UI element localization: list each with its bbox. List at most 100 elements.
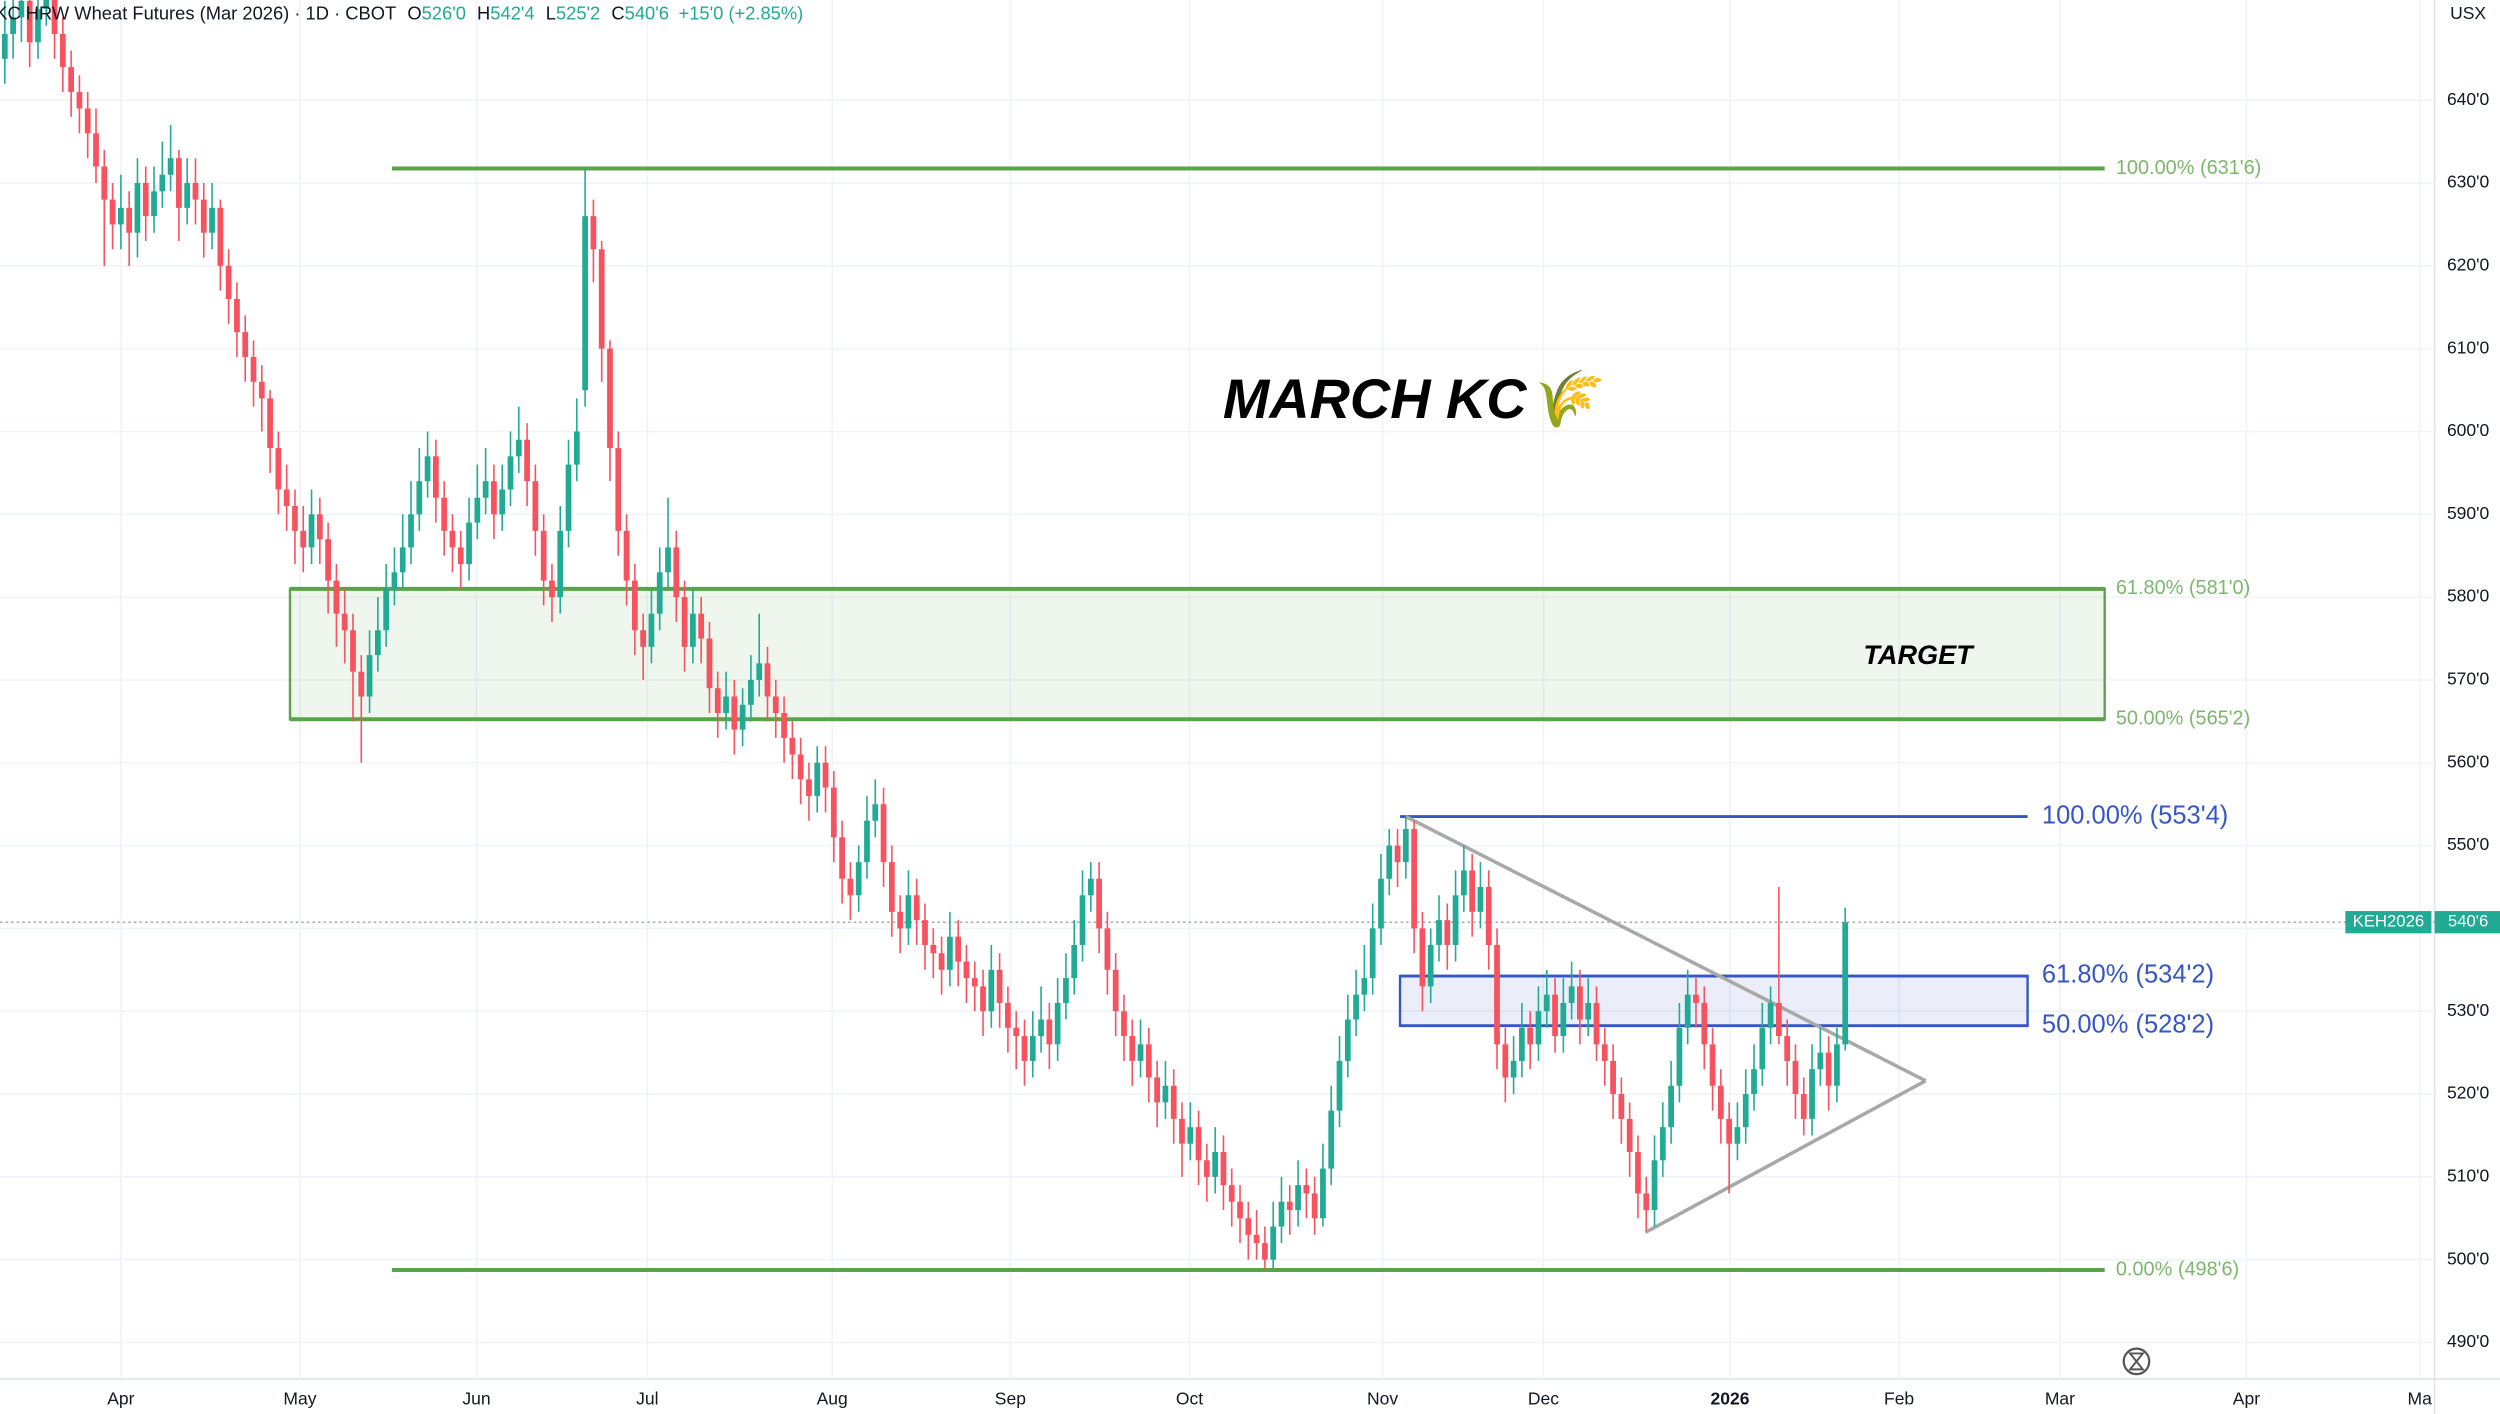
candle-body [1709, 1044, 1716, 1086]
y-tick-label: 630'0 [2447, 172, 2490, 192]
candle-body [1419, 928, 1426, 987]
candle-body [1543, 994, 1550, 1012]
candle-body [996, 969, 1003, 1003]
candle-body [1054, 1002, 1061, 1045]
fib-label: 100.00% (631'6) [2116, 157, 2261, 179]
candle-body [1369, 928, 1376, 979]
candle-body [607, 348, 613, 449]
candle-body [391, 572, 398, 589]
candle-body [549, 580, 555, 598]
candle-body [1087, 878, 1094, 896]
candle-body [1303, 1185, 1310, 1194]
candle-body [830, 787, 837, 838]
candle-body [1336, 1060, 1343, 1111]
candle-body [283, 489, 290, 507]
candle-body [1560, 1002, 1567, 1037]
candle-body [872, 804, 879, 821]
candle-body [466, 522, 472, 564]
icon-hourglass[interactable] [2128, 1352, 2145, 1371]
candle-body [913, 895, 920, 921]
candle-body [275, 448, 282, 490]
candle-body [333, 580, 340, 614]
candle-body [922, 920, 928, 945]
candle-body [640, 630, 647, 647]
y-tick-label: 620'0 [2447, 254, 2490, 274]
candle-body [1096, 878, 1102, 929]
x-tick-label: Mar [2045, 1388, 2075, 1408]
candle-body [1452, 895, 1459, 945]
ohlc-key: O [407, 2, 421, 23]
fib-label: 50.00% (565'2) [2116, 708, 2250, 730]
candle-body [532, 481, 539, 531]
candle-body [1154, 1077, 1160, 1103]
candle-body [1237, 1201, 1243, 1219]
candle-body [59, 33, 66, 68]
candle-body [1187, 1127, 1194, 1144]
candle-body [1477, 886, 1484, 912]
candle-body [698, 613, 705, 639]
candle-body [690, 613, 696, 647]
x-tick-label: Sep [995, 1388, 1026, 1408]
candle-body [1005, 1002, 1011, 1028]
fib-label: 50.00% (528'2) [2042, 1010, 2214, 1038]
candle-body [797, 754, 804, 780]
candle-body [1378, 878, 1384, 929]
symbol: KC HRW Wheat Futures (Mar 2026) · 1D · C… [0, 2, 396, 23]
candle-body [383, 588, 390, 631]
candle-body [905, 895, 912, 929]
candle-body [1651, 1160, 1658, 1210]
chart-title: MARCH KC🌾 [1223, 367, 1606, 430]
y-tick-label: 560'0 [2447, 751, 2490, 771]
candle-body [1394, 845, 1401, 863]
candle-body [1320, 1168, 1326, 1219]
annotation: TARGET [1863, 639, 1975, 670]
candle-body [1618, 1094, 1625, 1119]
candle-body [117, 207, 124, 225]
candle-body [1021, 1036, 1028, 1061]
candle-body [1717, 1085, 1724, 1119]
candle-body [557, 530, 564, 598]
candle-body [839, 837, 845, 879]
candle-body [1792, 1060, 1799, 1095]
candle-body [615, 448, 622, 531]
header: KC HRW Wheat Futures (Mar 2026) · 1D · C… [0, 2, 803, 23]
candle-body [142, 183, 149, 217]
candle-body [847, 878, 854, 896]
ohlc-value: 525'2 [556, 2, 600, 23]
candle-body [1568, 986, 1575, 1003]
candle-body [1278, 1201, 1285, 1227]
candle-body [457, 547, 464, 564]
candle-body [250, 356, 257, 382]
candle-body [1402, 829, 1409, 863]
candle-body [540, 530, 547, 581]
trendline [1405, 815, 1927, 1083]
candle-body [524, 439, 530, 482]
candle-body [1751, 1069, 1757, 1095]
candle-body [1170, 1085, 1177, 1119]
candle-body [1046, 1019, 1053, 1045]
candle-body [1104, 928, 1111, 970]
candle-body [491, 481, 497, 515]
candle-body [1527, 1027, 1534, 1045]
icon-circle[interactable] [2122, 1347, 2151, 1376]
labels: 490'0500'0510'0520'0530'0540'0550'0560'0… [107, 89, 2500, 1408]
replay-icon[interactable] [2122, 1347, 2151, 1376]
candle-body [855, 862, 862, 896]
candle-body [26, 0, 33, 43]
candle-body [648, 613, 655, 647]
y-tick-label: 590'0 [2447, 503, 2490, 523]
candle-body [325, 539, 331, 581]
candle-body [474, 497, 481, 523]
candle-body [1203, 1160, 1210, 1177]
candle-body [1469, 870, 1476, 912]
candle-body [374, 630, 381, 656]
y-tick-label: 640'0 [2447, 89, 2490, 109]
target-zone [288, 587, 2106, 721]
candle-body [408, 514, 414, 548]
candle-body [1635, 1152, 1641, 1194]
candle-body [988, 969, 995, 1012]
candle-body [1029, 1036, 1036, 1061]
candle-body [1726, 1118, 1733, 1144]
candles [1, 0, 1849, 1271]
